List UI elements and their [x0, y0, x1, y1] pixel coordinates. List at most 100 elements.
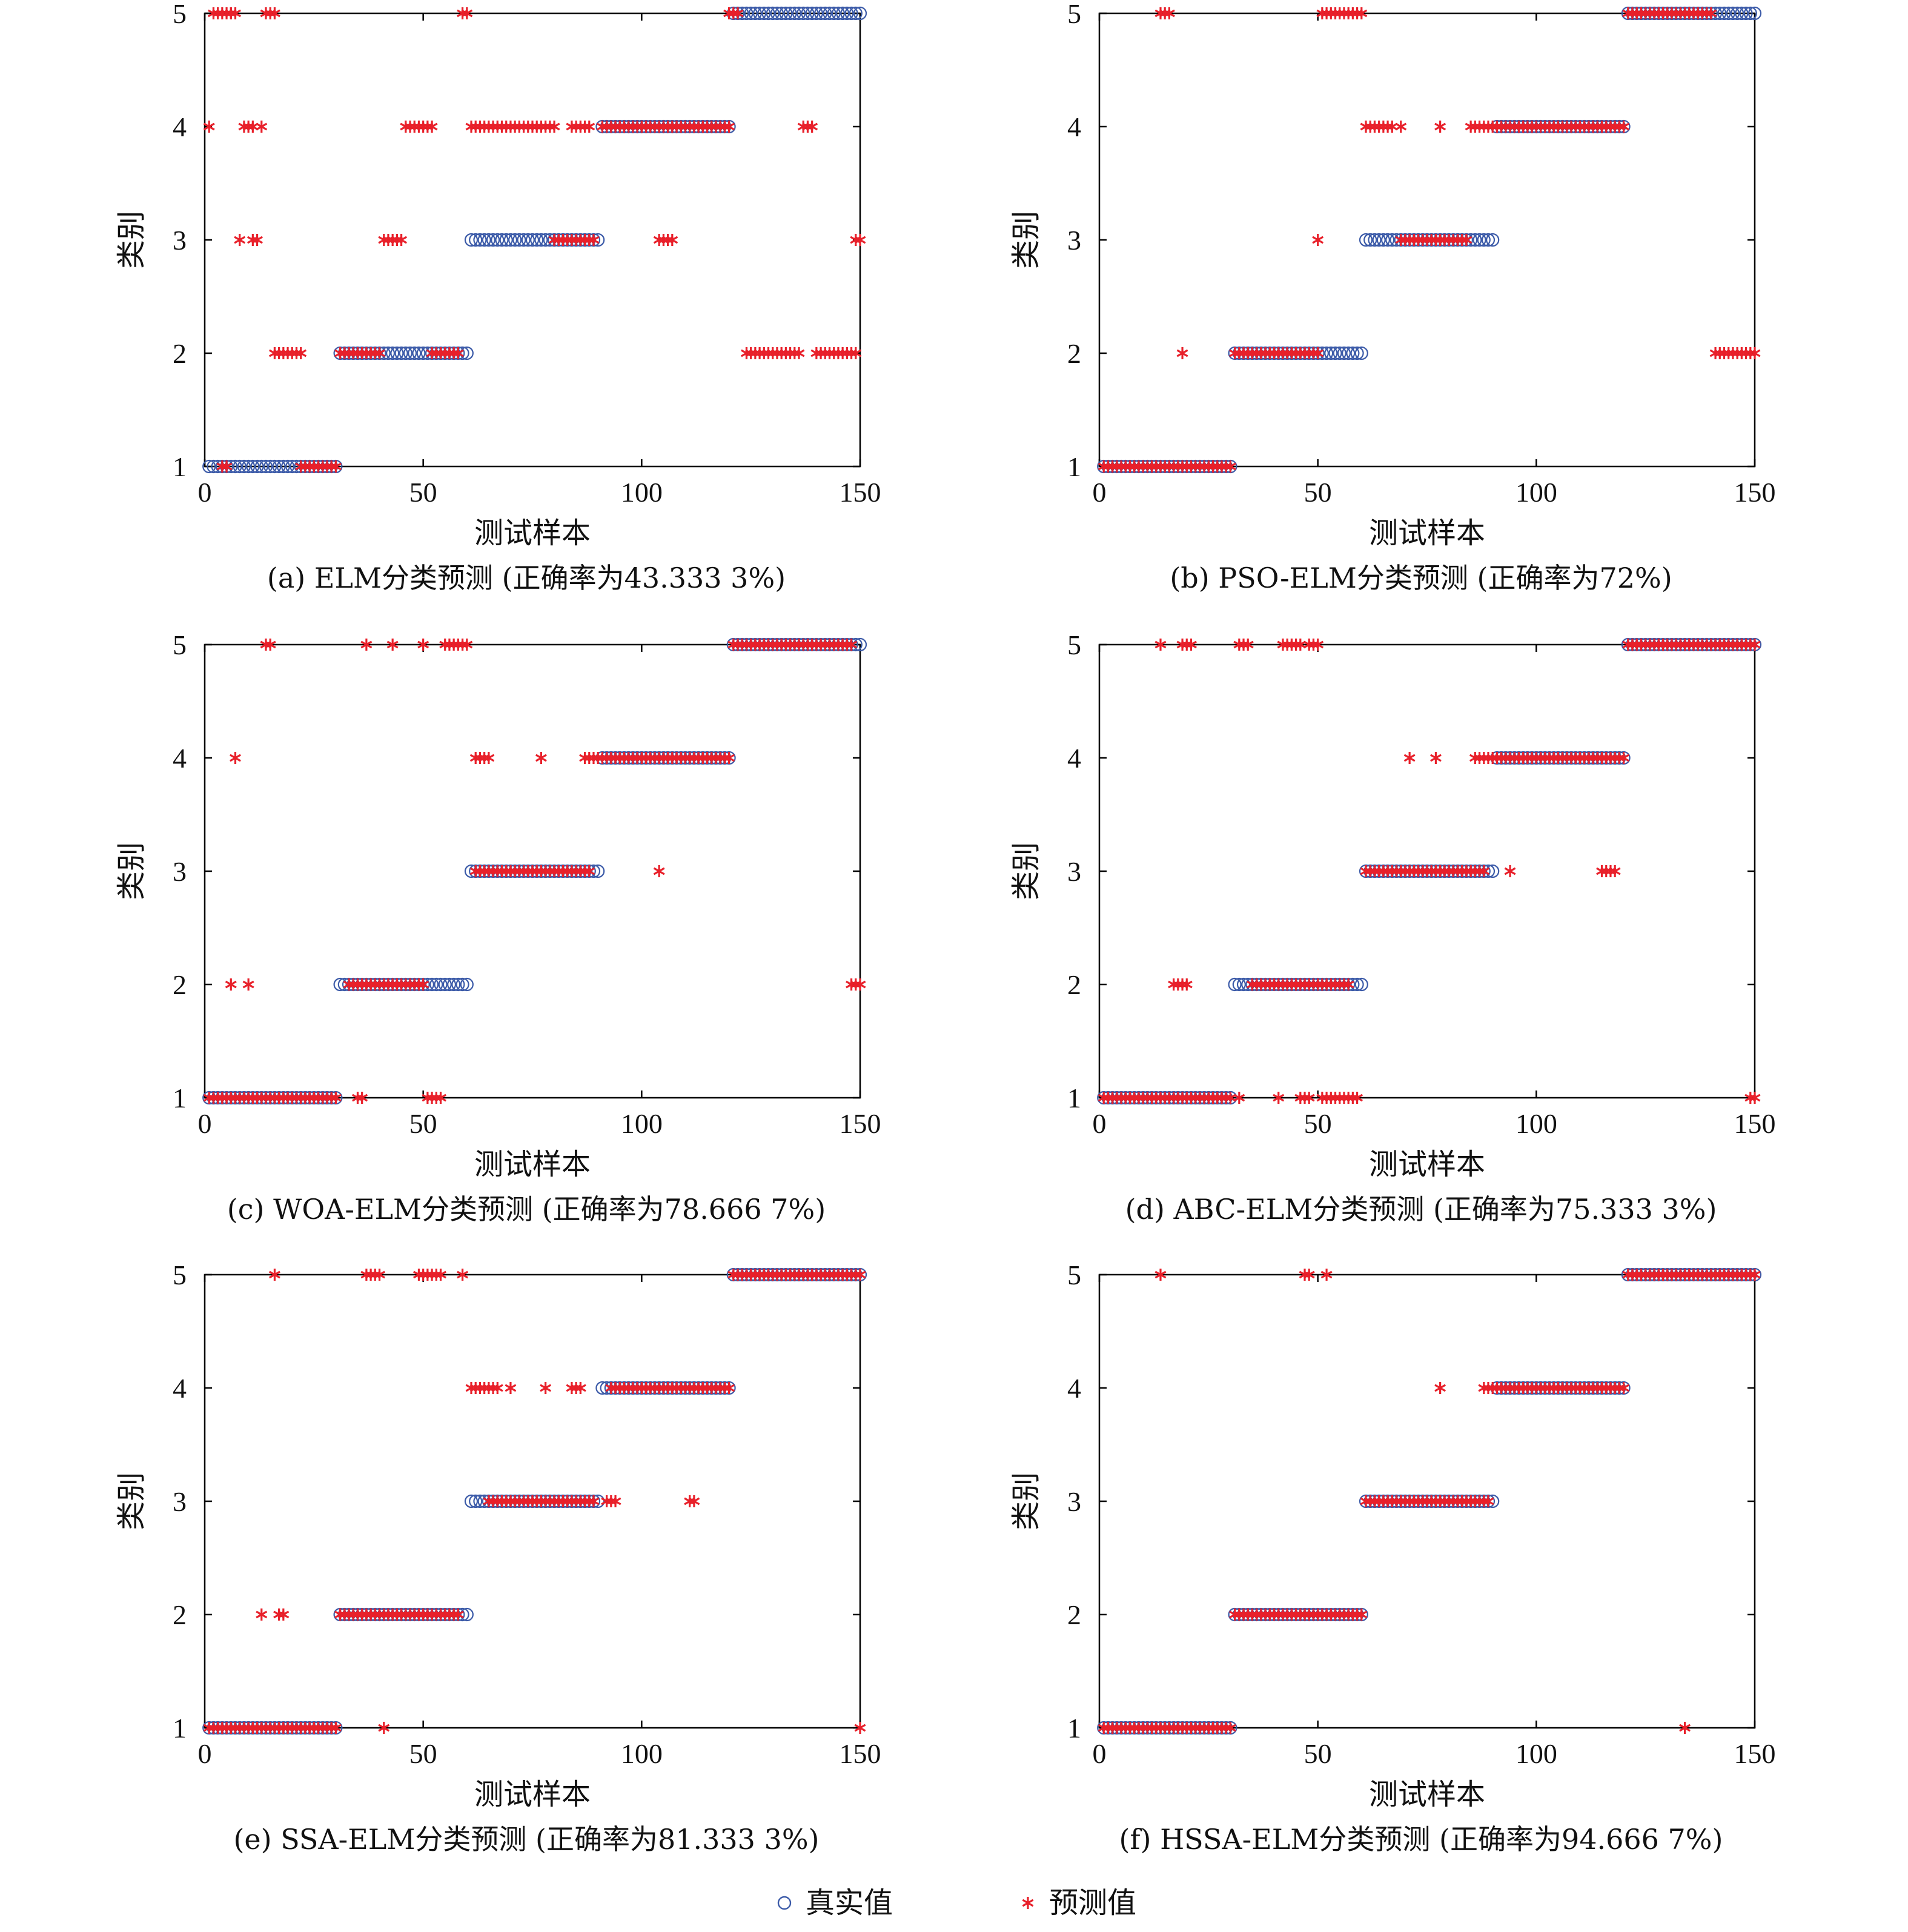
predicted-point — [1303, 1269, 1315, 1281]
predicted-point — [588, 234, 600, 246]
true-point — [779, 6, 793, 21]
true-point — [1486, 864, 1500, 878]
true-point — [495, 233, 509, 247]
true-point — [228, 459, 242, 474]
predicted-point — [1434, 121, 1446, 133]
y-tick-label: 4 — [173, 743, 187, 774]
predicted-point — [1679, 1722, 1691, 1734]
predicted-point — [1154, 1269, 1167, 1281]
true-point — [1350, 346, 1364, 360]
predicted-point — [505, 1382, 517, 1394]
x-axis-label: 测试样本 — [474, 1778, 591, 1811]
true-point — [272, 459, 286, 474]
y-tick-label: 2 — [1067, 338, 1081, 369]
predicted-point — [1749, 1269, 1761, 1281]
predicted-point — [230, 752, 241, 764]
y-tick-label: 4 — [1067, 743, 1081, 774]
predicted-point — [230, 7, 241, 19]
true-point — [1726, 6, 1740, 21]
true-point — [1232, 977, 1246, 992]
true-point — [246, 459, 260, 474]
predicted-point — [1312, 639, 1324, 651]
true-point — [399, 346, 412, 360]
predicted-point — [491, 1382, 503, 1394]
predicted-point — [1224, 460, 1236, 473]
y-tick-label: 2 — [173, 1599, 187, 1630]
predicted-point — [1154, 639, 1167, 651]
y-axis-label: 类别 — [1009, 1472, 1043, 1530]
y-tick-label: 1 — [173, 1713, 187, 1744]
y-tick-label: 2 — [173, 338, 187, 369]
predicted-point — [1705, 7, 1717, 19]
predicted-point — [426, 121, 438, 133]
true-point — [250, 459, 264, 474]
true-point — [408, 346, 422, 360]
x-tick-label: 0 — [1093, 1738, 1107, 1769]
x-tick-label: 150 — [1734, 1108, 1776, 1139]
predicted-point — [1356, 1608, 1368, 1621]
predicted-point — [854, 1722, 866, 1734]
x-tick-label: 150 — [1734, 477, 1776, 508]
true-point — [1743, 6, 1757, 21]
y-tick-label: 1 — [1067, 451, 1081, 482]
y-tick-label: 3 — [173, 225, 187, 256]
true-point — [534, 233, 548, 247]
true-point — [508, 233, 522, 247]
true-point — [740, 6, 754, 21]
true-point — [849, 6, 863, 21]
legend-pred-label: 预测值 — [1049, 1886, 1136, 1920]
predicted-point — [417, 978, 429, 991]
true-point — [207, 459, 220, 474]
x-tick-label: 100 — [621, 1738, 663, 1769]
y-tick-label: 2 — [1067, 1599, 1081, 1630]
predicted-point — [1478, 865, 1490, 877]
y-tick-label: 4 — [1067, 111, 1081, 142]
true-point — [1376, 233, 1390, 247]
predicted-point — [461, 7, 473, 19]
predicted-point — [461, 639, 473, 651]
true-point — [1481, 233, 1496, 247]
true-point — [394, 346, 408, 360]
predicted-point — [330, 460, 342, 473]
true-point — [434, 977, 448, 992]
predicted-point — [1356, 7, 1368, 19]
predicted-point — [854, 234, 866, 246]
predicted-point — [1504, 865, 1516, 877]
true-point — [1228, 977, 1242, 992]
predicted-point — [330, 1092, 342, 1104]
true-point — [783, 6, 797, 21]
x-tick-label: 100 — [621, 1108, 663, 1139]
true-point — [425, 977, 439, 992]
true-point — [805, 6, 819, 21]
predicted-point — [256, 1608, 268, 1621]
predicted-point — [452, 347, 464, 359]
true-point — [1372, 233, 1386, 247]
true-point — [1319, 346, 1334, 360]
predicted-point — [356, 1092, 368, 1104]
true-point — [464, 233, 479, 247]
true-point — [787, 6, 801, 21]
panel-caption: (d) ABC-ELM分类预测 (正确率为75.333 3%) — [1125, 1193, 1717, 1226]
true-point — [766, 6, 780, 21]
true-point — [525, 233, 540, 247]
y-tick-label: 5 — [173, 629, 187, 660]
y-tick-label: 3 — [1067, 225, 1081, 256]
predicted-point — [1609, 865, 1621, 877]
predicted-point — [1312, 234, 1324, 246]
predicted-point — [1460, 234, 1472, 246]
true-point — [1359, 233, 1373, 247]
true-point — [503, 233, 518, 247]
y-tick-label: 4 — [173, 1373, 187, 1404]
predicted-point — [688, 1495, 700, 1507]
true-point — [333, 977, 347, 992]
true-point — [268, 459, 282, 474]
panel-caption: (e) SSA-ELM分类预测 (正确率为81.333 3%) — [233, 1823, 819, 1856]
predicted-point — [277, 1608, 290, 1621]
true-point — [464, 1494, 479, 1509]
x-tick-label: 50 — [1304, 1108, 1332, 1139]
predicted-point — [234, 234, 246, 246]
predicted-point — [374, 347, 385, 359]
predicted-point — [256, 121, 268, 133]
predicted-point — [583, 865, 595, 877]
true-point — [1468, 233, 1482, 247]
